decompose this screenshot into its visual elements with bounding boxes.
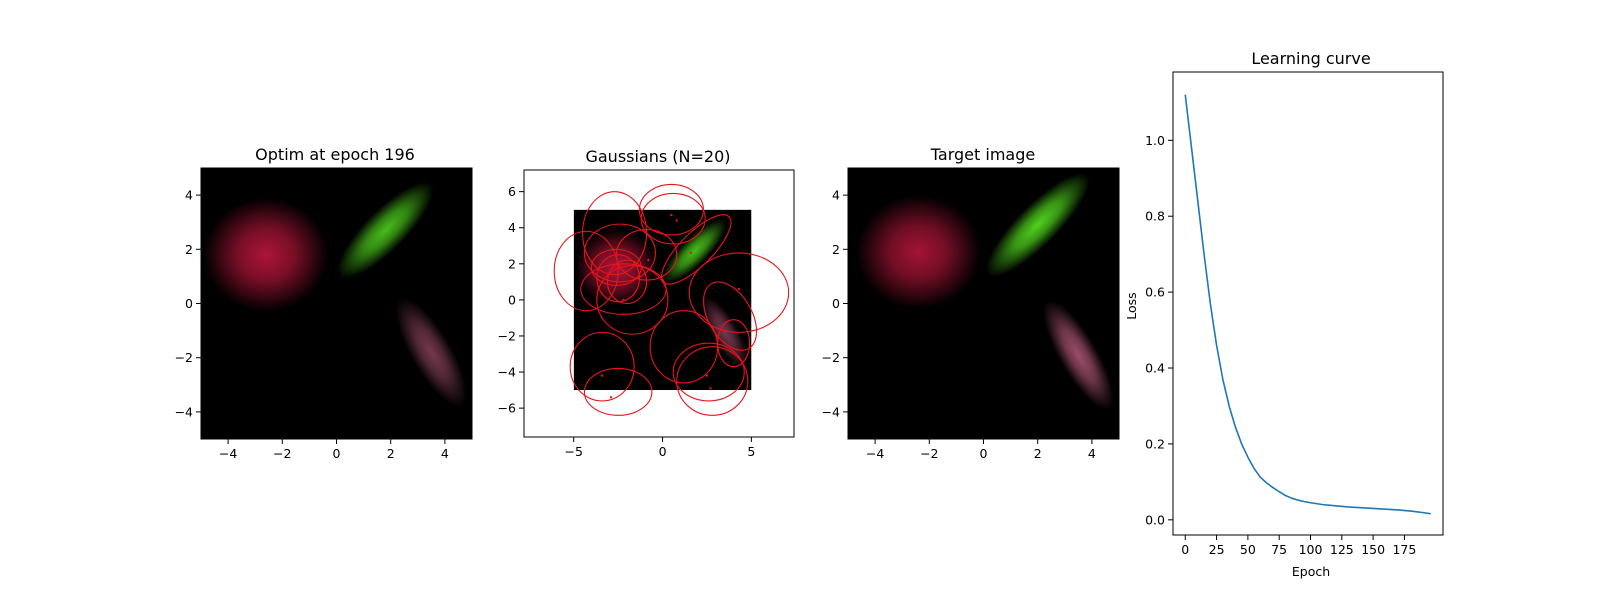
learning-curve-xtick-label: 50 — [1240, 542, 1256, 557]
gaussian-center-7 — [705, 374, 709, 377]
gaussian-ellipse-2 — [553, 230, 619, 312]
learning-curve-frame — [1172, 71, 1444, 536]
learning-curve-ytick-label: 0.6 — [1145, 285, 1165, 300]
target-title: Target image — [930, 145, 1035, 164]
gaussians-frame — [523, 169, 795, 438]
target-xtick-label: 2 — [1034, 446, 1042, 461]
target-ytick-label: 0 — [832, 296, 840, 311]
target-ytick-label: 2 — [832, 242, 840, 257]
gaussian-ellipse-1 — [583, 223, 656, 283]
gaussian-center-6 — [600, 374, 604, 377]
gaussian-ellipse-12 — [688, 252, 790, 333]
learning-curve-xtick-label: 0 — [1181, 542, 1189, 557]
optim-ytick-label: 0 — [185, 296, 193, 311]
gaussian-ellipse-11 — [661, 214, 732, 285]
learning-curve-ytick-label: 0.4 — [1145, 361, 1165, 376]
gaussians-panel: Gaussians (N=20) −5 0 5 −6 −4 −2 0 2 4 6 — [498, 147, 795, 459]
learning-curve-xlabel: Epoch — [1292, 564, 1330, 579]
gaussian-center-1 — [675, 219, 678, 222]
optim-blob-1 — [337, 182, 434, 279]
gaussian-ellipse-18 — [569, 331, 635, 402]
gaussians-ticks: −5 0 5 −6 −4 −2 0 2 4 6 — [498, 184, 756, 459]
gaussians-ytick-label: −6 — [498, 401, 516, 416]
gaussians-image-blob-0 — [575, 229, 658, 306]
gaussian-ellipse-19 — [583, 367, 653, 416]
gaussians-ytick-label: −2 — [498, 328, 516, 343]
learning-curve-xtick-label: 75 — [1271, 542, 1287, 557]
target-blob-0 — [856, 195, 981, 309]
target-panel: Target image −4 −2 0 2 4 −4 −2 0 2 4 — [822, 145, 1120, 461]
gaussian-center-3 — [647, 259, 650, 262]
gaussians-title: Gaussians (N=20) — [585, 147, 730, 166]
target-xtick-label: −2 — [920, 446, 938, 461]
optim-xtick-label: −2 — [273, 446, 291, 461]
optim-ytick-label: 4 — [185, 188, 193, 203]
target-image — [847, 167, 1120, 440]
learning-curve-xtick-label: 25 — [1209, 542, 1225, 557]
gaussian-center-8 — [709, 387, 712, 390]
optim-xtick-label: 0 — [333, 446, 341, 461]
gaussians-plot — [523, 169, 795, 438]
learning-curve-ytick-label: 0.8 — [1145, 209, 1165, 224]
gaussians-image-blob-2 — [701, 296, 749, 369]
learning-curve-ticks: 0 25 50 75 100 125 150 175 0.0 0.2 0.4 0.6 0.8 1.0 — [1145, 133, 1416, 557]
optim-panel: Optim at epoch 196 −4 −2 0 2 4 −4 −2 0 2 4 — [175, 145, 473, 461]
optim-ytick-label: 2 — [185, 242, 193, 257]
learning-curve-title: Learning curve — [1251, 49, 1370, 68]
target-ytick-label: 4 — [832, 188, 840, 203]
optim-ytick-label: −2 — [175, 350, 193, 365]
gaussian-center-4 — [622, 298, 625, 302]
gaussians-ytick-label: 4 — [508, 220, 516, 235]
target-ytick-label: −2 — [822, 350, 840, 365]
learning-curve-xtick-label: 100 — [1299, 542, 1323, 557]
gaussian-center-2 — [689, 251, 693, 255]
gaussians-xtick-label: 0 — [659, 444, 667, 459]
target-xtick-label: 0 — [980, 446, 988, 461]
gaussian-ellipse-17 — [672, 342, 745, 402]
optim-xtick-label: 4 — [441, 446, 449, 461]
gaussians-xtick-label: 5 — [747, 444, 755, 459]
target-blob-1 — [985, 173, 1090, 277]
gaussian-center-9 — [609, 396, 613, 399]
target-xtick-label: −4 — [866, 446, 884, 461]
optim-ytick-label: −4 — [175, 404, 193, 419]
gaussians-image-blob-1 — [662, 219, 727, 283]
loss-series-line — [1184, 94, 1431, 515]
gaussian-ellipse-8 — [615, 228, 678, 281]
learning-curve-ytick-label: 0.0 — [1145, 512, 1165, 527]
optim-ticks: −4 −2 0 2 4 −4 −2 0 2 4 — [175, 188, 449, 461]
gaussian-center-0 — [670, 213, 673, 217]
optim-image — [200, 167, 473, 440]
gaussians-ytick-label: 2 — [508, 256, 516, 271]
gaussians-ytick-label: −4 — [498, 365, 516, 380]
learning-curve-ytick-label: 1.0 — [1145, 133, 1165, 148]
learning-curve-ylabel: Loss — [1124, 292, 1139, 319]
target-xtick-label: 4 — [1088, 446, 1096, 461]
gaussian-center-5 — [737, 287, 741, 291]
gaussian-ellipse-7 — [596, 265, 669, 335]
gaussian-ellipse-6 — [590, 248, 642, 287]
gaussian-ellipse-10 — [640, 192, 706, 245]
learning-curve-panel: Learning curve 0 25 50 75 100 125 150 175 0.0 0.2… — [1124, 49, 1444, 579]
target-ticks: −4 −2 0 2 4 −4 −2 0 2 4 — [822, 188, 1096, 461]
learning-curve-xtick-label: 150 — [1361, 542, 1385, 557]
optim-xtick-label: 2 — [387, 446, 395, 461]
gaussian-ellipse-16 — [676, 346, 749, 416]
optim-title: Optim at epoch 196 — [255, 145, 415, 164]
gaussian-ellipse-5 — [606, 259, 648, 305]
optim-blob-2 — [395, 297, 468, 408]
gaussians-ytick-label: 0 — [508, 292, 516, 307]
learning-curve-xtick-label: 125 — [1330, 542, 1354, 557]
optim-xtick-label: −4 — [219, 446, 237, 461]
target-blob-2 — [1043, 300, 1114, 410]
gaussians-xtick-label: −5 — [565, 444, 583, 459]
target-ytick-label: −4 — [822, 404, 840, 419]
learning-curve-xtick-label: 175 — [1392, 542, 1416, 557]
learning-curve-ytick-label: 0.2 — [1145, 436, 1165, 451]
optim-blob-0 — [203, 197, 329, 312]
gaussians-ytick-label: 6 — [508, 184, 516, 199]
learning-curve-plot — [1172, 71, 1444, 536]
